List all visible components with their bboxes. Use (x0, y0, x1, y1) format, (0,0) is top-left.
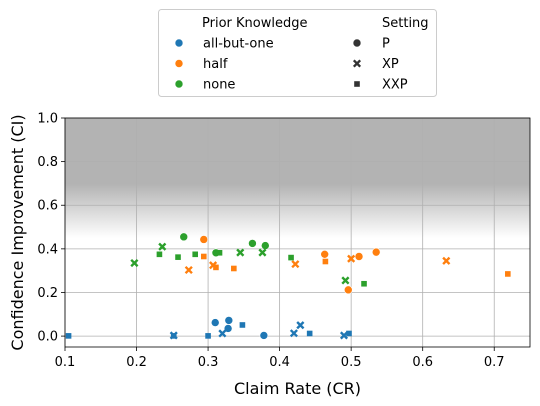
grid (64, 117, 530, 347)
data-point-all-but-one-P (210, 318, 220, 327)
legend-style-title: Setting (382, 16, 429, 31)
data-point-all-but-one-XXP (306, 330, 313, 337)
x-tick-label: 0.1 (55, 355, 76, 370)
data-point-all-but-one-XP (289, 329, 298, 338)
data-point-all-but-one-XXP (346, 330, 352, 337)
data-point-half-XP (347, 254, 356, 263)
data-point-none-XP (341, 276, 350, 285)
data-point-all-but-one-XXP (170, 333, 177, 339)
legend-box (158, 9, 437, 97)
data-point-all-but-one-P (224, 316, 234, 325)
data-point-half-XP (291, 260, 300, 269)
data-point-half-XXP (231, 265, 237, 272)
data-point-none-XXP (361, 280, 367, 287)
legend-marker-XXP (354, 81, 360, 87)
x-tick-label: 0.5 (341, 355, 362, 370)
legend-marker-all-but-one (174, 38, 184, 48)
data-point-none-XXP (216, 249, 223, 256)
data-point-none-P (261, 241, 270, 250)
legend-marker-P (352, 38, 362, 48)
data-point-none-P (248, 239, 257, 248)
data-point-none-XXP (175, 254, 181, 260)
legend-marker-half (174, 59, 184, 68)
x-tick-label: 0.3 (198, 355, 219, 370)
data-point-all-but-one-XP (218, 329, 227, 338)
data-point-half-XXP (322, 258, 329, 265)
legend-marker-none (174, 79, 184, 89)
data-point-none-XP (158, 242, 167, 251)
legend-label-XXP: XXP (382, 78, 408, 93)
data-point-all-but-one-XP (296, 321, 305, 330)
legend-label-XP: XP (382, 57, 399, 72)
y-tick-label: 0.4 (37, 242, 58, 257)
data-point-none-P (179, 232, 189, 242)
data-point-half-P (354, 252, 364, 261)
x-tick-label: 0.6 (412, 355, 433, 370)
data-point-none-XXP (192, 251, 198, 258)
y-tick-label: 0.0 (37, 330, 58, 345)
data-point-all-but-one-XXP (239, 322, 246, 328)
x-tick-label: 0.7 (484, 355, 505, 370)
legend-label-half: half (203, 57, 228, 72)
data-point-half-XXP (200, 253, 207, 260)
y-tick-label: 0.2 (37, 286, 58, 301)
y-tick-label: 0.8 (37, 155, 58, 170)
data-point-half-P (199, 235, 209, 244)
y-axis-title: Confidence Improvement (CI) (8, 114, 27, 350)
data-point-none-XP (258, 248, 267, 257)
x-tick-label: 0.2 (126, 355, 147, 370)
data-point-half-P (371, 247, 381, 257)
data-point-half-XXP (213, 264, 219, 271)
data-points (65, 232, 511, 340)
axis-ticks: 0.1 0.2 0.3 0.4 0.5 0.6 0.7 0.0 0.2 0.4 0.6 0.8 1.0 (37, 112, 504, 371)
y-tick-label: 0.6 (37, 199, 58, 214)
data-point-half-XXP (505, 271, 511, 277)
data-point-all-but-one-XXP (65, 333, 72, 339)
data-point-half-P (320, 250, 329, 259)
shaded-band (65, 118, 530, 238)
x-tick-label: 0.4 (269, 355, 290, 370)
data-point-all-but-one-XXP (205, 333, 211, 339)
data-point-half-P (343, 285, 353, 295)
y-tick-label: 1.0 (37, 112, 58, 127)
legend-label-none: none (203, 78, 235, 93)
legend-label-P: P (382, 37, 390, 52)
legend-hue-title: Prior Knowledge (202, 16, 307, 31)
data-point-all-but-one-P (259, 331, 269, 340)
data-point-all-but-one-XP (339, 331, 349, 340)
legend: Prior Knowledge Setting all-but-one half n… (158, 9, 437, 97)
legend-marker-XP (352, 59, 362, 68)
data-point-half-XP (184, 265, 193, 275)
x-axis-title: Claim Rate (CR) (234, 379, 361, 398)
data-point-none-XP (130, 258, 139, 268)
data-point-half-XP (442, 256, 451, 265)
legend-label-all-but-one: all-but-one (203, 37, 274, 52)
data-point-none-XXP (288, 254, 294, 261)
data-point-none-XP (236, 248, 245, 257)
plot-frame (64, 117, 531, 348)
data-point-none-XXP (156, 251, 163, 258)
